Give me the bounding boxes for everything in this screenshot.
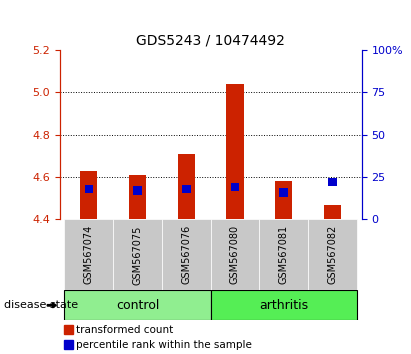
- Bar: [211, 290, 357, 320]
- Bar: [275, 181, 292, 219]
- Bar: [328, 178, 337, 186]
- Bar: [65, 219, 113, 290]
- Text: disease state: disease state: [4, 300, 78, 310]
- Bar: [178, 154, 195, 219]
- Text: GSM567080: GSM567080: [230, 225, 240, 284]
- Bar: [162, 219, 211, 290]
- Bar: [231, 183, 239, 192]
- Bar: [182, 185, 191, 193]
- Text: percentile rank within the sample: percentile rank within the sample: [76, 340, 252, 350]
- Text: transformed count: transformed count: [76, 325, 173, 335]
- Text: GSM567076: GSM567076: [181, 225, 191, 284]
- Bar: [65, 290, 210, 320]
- Bar: [279, 188, 288, 196]
- Title: GDS5243 / 10474492: GDS5243 / 10474492: [136, 33, 285, 47]
- Bar: [80, 171, 97, 219]
- Bar: [133, 186, 142, 195]
- Text: arthritis: arthritis: [259, 299, 308, 312]
- Text: GSM567082: GSM567082: [328, 225, 337, 284]
- Text: control: control: [116, 299, 159, 312]
- Bar: [308, 219, 357, 290]
- Bar: [113, 219, 162, 290]
- Text: GSM567075: GSM567075: [133, 225, 143, 285]
- Bar: [324, 205, 341, 219]
- Bar: [129, 175, 146, 219]
- Text: GSM567074: GSM567074: [84, 225, 94, 284]
- Bar: [226, 84, 244, 219]
- Bar: [211, 219, 259, 290]
- Text: GSM567081: GSM567081: [279, 225, 289, 284]
- Bar: [85, 185, 93, 193]
- Bar: [259, 219, 308, 290]
